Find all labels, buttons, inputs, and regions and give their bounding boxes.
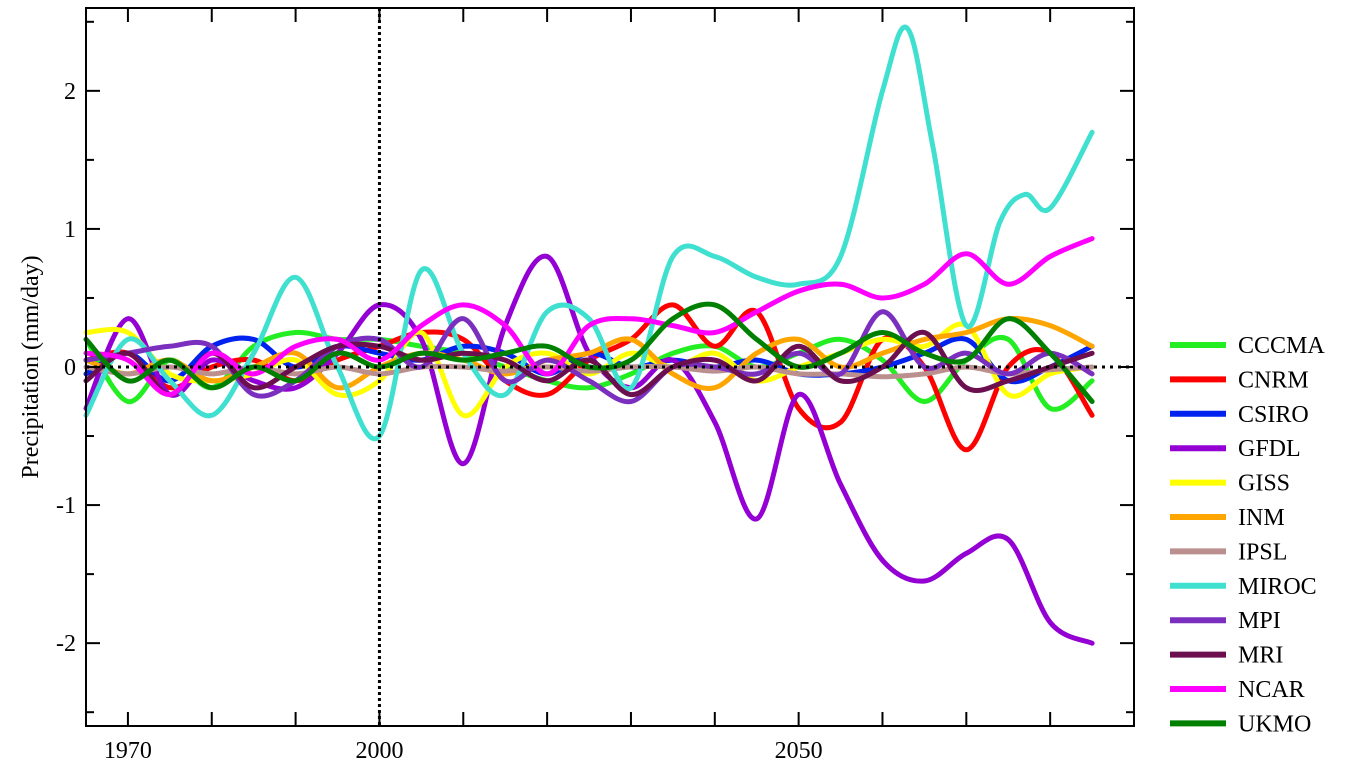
legend-label: GISS <box>1238 471 1290 497</box>
legend: CCCMA CNRM CSIRO GFDL GISS INM IPSL MIROC MPI MRI… <box>1170 333 1325 737</box>
series-line-cccma <box>83 329 1095 412</box>
series-layer <box>83 24 1095 646</box>
series-line-mpi <box>83 309 1095 405</box>
legend-item-cccma: CCCMA <box>1170 333 1325 359</box>
legend-item-gfdl: GFDL <box>1170 436 1301 462</box>
legend-label: CNRM <box>1238 367 1309 393</box>
legend-label: IPSL <box>1238 539 1287 565</box>
legend-item-csiro: CSIRO <box>1170 402 1309 428</box>
legend-label: GFDL <box>1238 436 1301 462</box>
y-axis-title: Precipitation (mm/day) <box>18 255 44 478</box>
legend-label: UKMO <box>1238 711 1311 737</box>
series-line-mri <box>83 329 1095 398</box>
y-tick-label: -1 <box>56 493 76 519</box>
series-line-miroc <box>83 24 1095 442</box>
legend-label: INM <box>1238 505 1285 531</box>
legend-item-inm: INM <box>1170 505 1285 531</box>
legend-item-ipsl: IPSL <box>1170 539 1287 565</box>
series-line-ncar <box>83 236 1095 398</box>
y-tick-label: 0 <box>64 355 76 381</box>
legend-item-cnrm: CNRM <box>1170 367 1309 393</box>
series-line-gfdl <box>83 253 1095 646</box>
legend-item-giss: GISS <box>1170 471 1290 497</box>
x-tick-label: 1970 <box>104 738 152 764</box>
legend-item-ukmo: UKMO <box>1170 711 1311 737</box>
y-tick-label: -2 <box>56 631 76 657</box>
x-tick-label: 2050 <box>775 738 823 764</box>
legend-label: NCAR <box>1238 677 1305 703</box>
legend-label: MIROC <box>1238 574 1317 600</box>
series-line-ukmo <box>83 301 1095 404</box>
y-tick-label: 2 <box>64 79 76 105</box>
legend-label: CCCMA <box>1238 333 1325 359</box>
legend-label: MRI <box>1238 643 1283 669</box>
x-tick-label: 2000 <box>355 738 403 764</box>
legend-label: MPI <box>1238 608 1281 634</box>
legend-item-miroc: MIROC <box>1170 574 1317 600</box>
axis-ticks: 1970 2000 2050 -2 -1 0 1 2 <box>56 8 1134 764</box>
legend-item-mri: MRI <box>1170 643 1283 669</box>
legend-item-mpi: MPI <box>1170 608 1281 634</box>
legend-label: CSIRO <box>1238 402 1309 428</box>
y-tick-label: 1 <box>64 217 76 243</box>
reference-lines <box>86 8 1134 726</box>
legend-item-ncar: NCAR <box>1170 677 1305 703</box>
